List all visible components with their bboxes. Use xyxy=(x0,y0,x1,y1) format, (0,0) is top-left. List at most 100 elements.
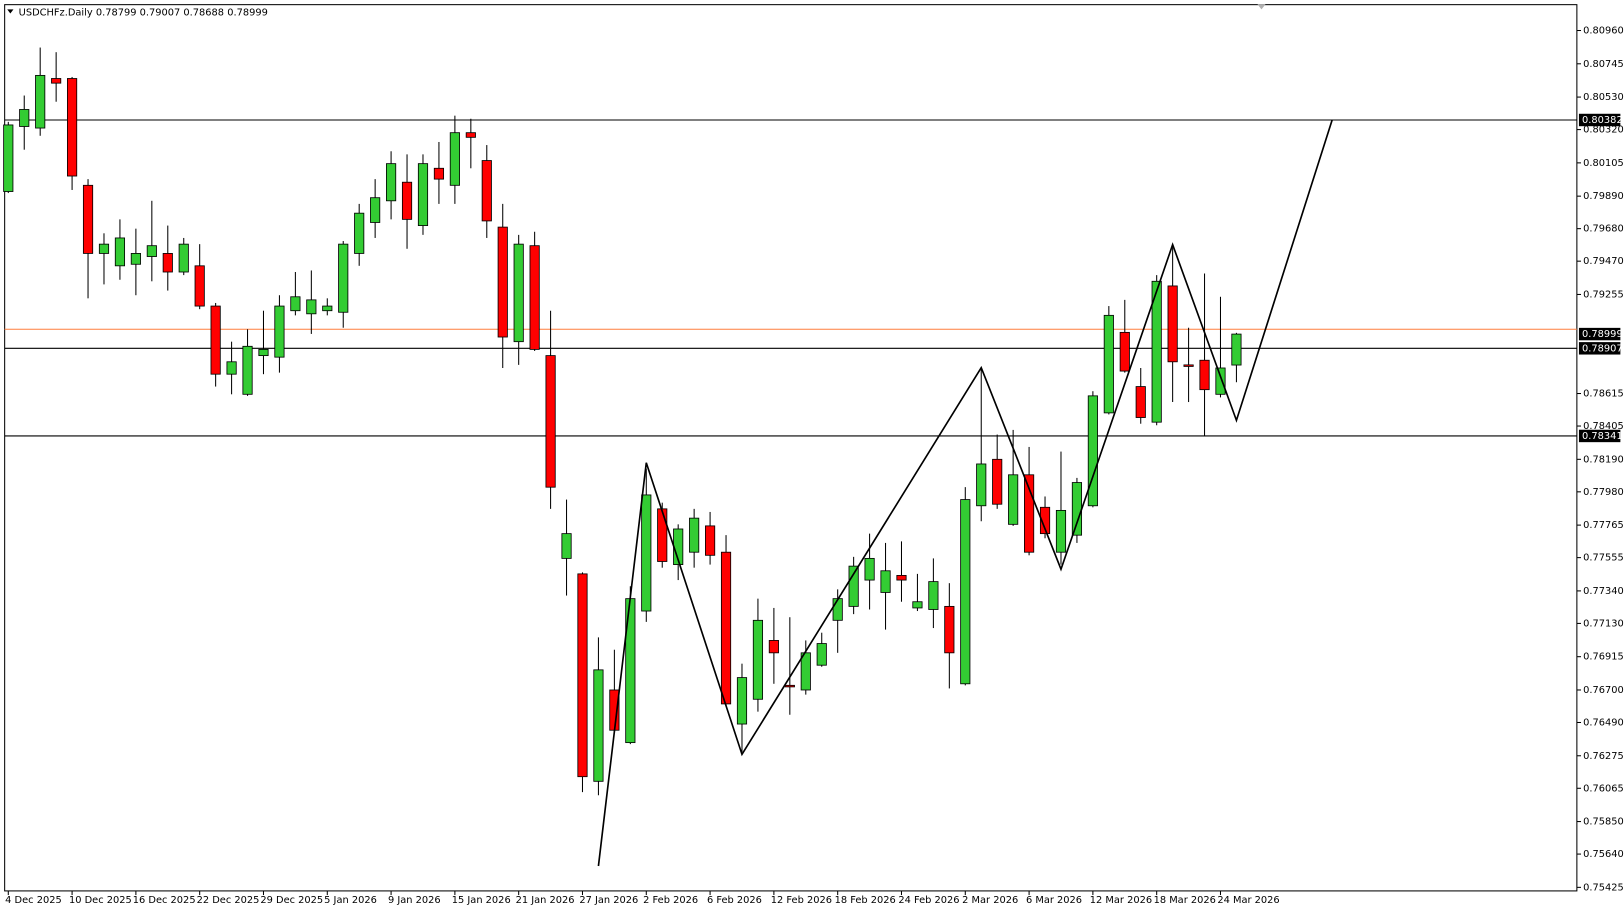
candle-body xyxy=(912,601,923,609)
candle-body xyxy=(800,652,811,691)
x-tick-label: 6 Mar 2026 xyxy=(1026,895,1082,906)
chart-title: USDCHFz.Daily xyxy=(19,7,93,18)
chart-header: USDCHFz.Daily 0.78799 0.79007 0.78688 0.… xyxy=(19,7,268,18)
x-tick-label: 6 Feb 2026 xyxy=(707,895,762,906)
y-tick-label: 0.78405 xyxy=(1583,421,1624,432)
shift-marker xyxy=(1257,4,1266,10)
candle-body xyxy=(306,299,317,315)
y-tick-label: 0.79470 xyxy=(1583,256,1624,267)
candle-body xyxy=(832,598,843,621)
candle-body xyxy=(1103,314,1114,414)
candle-body xyxy=(1231,333,1242,366)
candle-body xyxy=(705,525,716,556)
candle-body xyxy=(130,253,141,265)
candle-body xyxy=(242,345,253,395)
candle-body xyxy=(864,557,875,581)
candle-body xyxy=(545,355,556,488)
candle-body xyxy=(896,575,907,581)
y-tick-label: 0.80745 xyxy=(1583,59,1624,70)
candle-body xyxy=(82,184,94,254)
candle-layer xyxy=(3,47,1333,867)
y-tick-label: 0.77980 xyxy=(1583,487,1624,498)
x-tick-label: 2 Feb 2026 xyxy=(643,895,698,906)
candle-body xyxy=(481,160,492,222)
level-layer xyxy=(4,119,1577,437)
zigzag-line xyxy=(597,119,1333,867)
candle-body xyxy=(338,243,349,313)
y-tick-label: 0.79680 xyxy=(1583,224,1624,235)
candle-body xyxy=(1039,506,1051,535)
header-low: 0.78688 xyxy=(183,7,224,18)
candle-body xyxy=(720,551,732,705)
x-tick-label: 18 Mar 2026 xyxy=(1154,895,1216,906)
header-open: 0.78799 xyxy=(96,7,137,18)
candle-body xyxy=(976,463,987,507)
y-tick-label: 0.77765 xyxy=(1583,520,1624,531)
candle-body xyxy=(146,245,157,257)
y-tick-label: 0.78190 xyxy=(1583,454,1624,465)
x-tick-label: 5 Jan 2026 xyxy=(324,895,377,906)
header-high: 0.79007 xyxy=(140,7,181,18)
candle-body xyxy=(162,253,173,273)
candle-body xyxy=(1167,285,1178,363)
menu-triangle xyxy=(7,9,14,14)
y-tick-label: 0.77555 xyxy=(1583,553,1624,564)
candle-body xyxy=(354,212,365,254)
y-tick-label: 0.76700 xyxy=(1583,685,1624,696)
candle-body xyxy=(593,669,604,782)
x-tick-label: 2 Mar 2026 xyxy=(962,895,1018,906)
candle-body xyxy=(210,305,221,375)
candle-body xyxy=(1151,280,1162,423)
candle-body xyxy=(513,243,524,343)
candle-body xyxy=(417,163,429,226)
candle-body xyxy=(1183,364,1194,367)
candle-body xyxy=(880,570,891,593)
x-tick-label: 12 Feb 2026 xyxy=(771,895,832,906)
x-tick-label: 10 Dec 2025 xyxy=(69,895,132,906)
last-price-label: 0.78999 xyxy=(1582,329,1623,340)
candle-body xyxy=(944,605,955,654)
x-tick-label: 27 Jan 2026 xyxy=(579,895,638,906)
y-tick-label: 0.77340 xyxy=(1583,586,1624,597)
candle-body xyxy=(816,643,827,666)
x-tick-label: 22 Dec 2025 xyxy=(197,895,260,906)
candle-body xyxy=(226,361,237,375)
candle-body xyxy=(641,494,652,612)
candle-body xyxy=(258,348,269,357)
candle-body xyxy=(178,243,189,273)
candle-body xyxy=(848,565,859,607)
y-tick-label: 0.75850 xyxy=(1583,817,1624,828)
last-price-box xyxy=(1578,327,1621,341)
level-label: 0.78907 xyxy=(1582,343,1623,354)
candle-body xyxy=(784,684,795,688)
candle-body xyxy=(768,640,779,654)
y-tick-label: 0.80530 xyxy=(1583,92,1624,103)
y-tick-label: 0.77130 xyxy=(1583,618,1624,629)
candle-body xyxy=(274,305,285,358)
x-tick-label: 12 Mar 2026 xyxy=(1090,895,1152,906)
candle-body xyxy=(290,296,301,312)
candle-body xyxy=(1008,474,1019,525)
candle-body xyxy=(960,499,971,685)
candle-body xyxy=(19,109,30,127)
candle-body xyxy=(561,533,572,559)
candle-body xyxy=(736,677,748,725)
candle-body xyxy=(752,619,764,700)
candle-body xyxy=(67,78,78,177)
x-tick-label: 21 Jan 2026 xyxy=(516,895,575,906)
candle-body xyxy=(322,305,333,312)
level-label-box xyxy=(1578,342,1621,355)
candle-body xyxy=(577,573,588,778)
y-tick-label: 0.76065 xyxy=(1583,783,1624,794)
candle-body xyxy=(1071,482,1083,536)
y-tick-label: 0.80320 xyxy=(1583,125,1624,136)
candle-body xyxy=(1087,395,1098,507)
candle-body xyxy=(386,163,397,202)
candle-body xyxy=(1055,509,1067,553)
candle-body xyxy=(1199,359,1210,391)
level-label-box xyxy=(1578,429,1621,443)
candle-body xyxy=(1215,367,1226,395)
candle-body xyxy=(401,181,413,220)
